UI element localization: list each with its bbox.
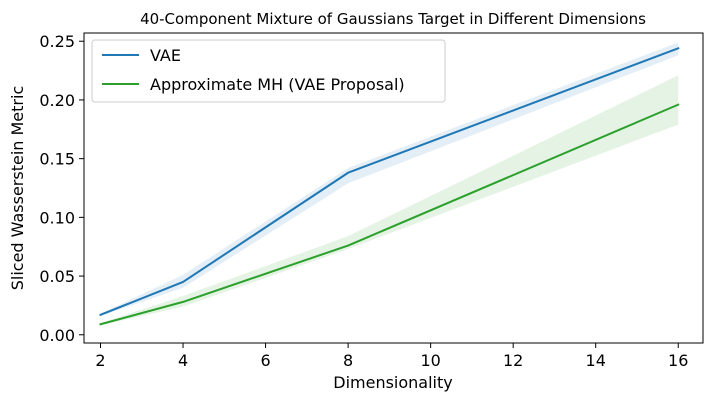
legend-box [91,39,446,103]
plot-frame [83,32,704,344]
legend-label-approximate-mh: Approximate MH (VAE Proposal) [150,75,405,94]
x-tick-label: 6 [260,351,270,370]
x-axis-label: Dimensionality [333,373,452,392]
y-axis-label: Sliced Wasserstein Metric [8,86,27,291]
x-tick-label: 16 [668,351,688,370]
band-approximate-mh [100,75,679,326]
x-tick-label: 2 [95,351,105,370]
x-tick-label: 14 [586,351,606,370]
y-tick-label: 0.00 [39,326,75,345]
confidence-bands [100,42,679,326]
chart-title: 40-Component Mixture of Gaussians Target… [140,10,646,28]
x-axis: 2 4 6 8 10 12 14 16 [95,343,688,370]
legend-label-vae: VAE [150,46,181,65]
x-tick-label: 8 [343,351,353,370]
y-tick-label: 0.15 [39,150,75,169]
line-approximate-mh [99,103,680,326]
x-tick-label: 12 [503,351,523,370]
y-tick-label: 0.05 [39,267,75,286]
x-tick-label: 4 [178,351,188,370]
y-axis: 0.00 0.05 0.10 0.15 0.20 0.25 [39,32,84,345]
band-vae [100,42,679,316]
y-tick-label: 0.10 [39,208,75,227]
y-tick-label: 0.20 [39,91,75,110]
x-tick-label: 10 [420,351,440,370]
legend: VAE Approximate MH (VAE Proposal) [91,39,446,103]
y-tick-label: 0.25 [39,32,75,51]
series-lines [99,46,680,326]
line-vae [99,46,680,317]
